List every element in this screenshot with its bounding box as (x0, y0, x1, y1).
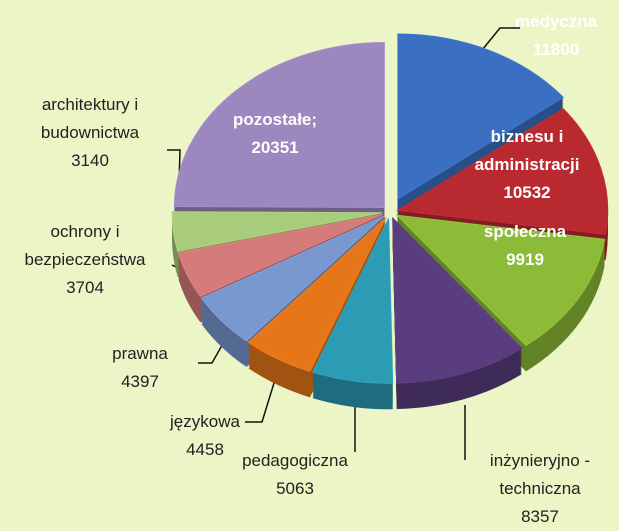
data-label: pedagogiczna 5063 (225, 447, 365, 503)
data-label: ochrony i bezpieczeństwa 3704 (0, 218, 170, 302)
category-label: medyczna (514, 12, 598, 31)
data-label: architektury i budownictwa 3140 (5, 91, 175, 175)
slice (395, 214, 606, 347)
data-label: prawna 4397 (90, 340, 190, 396)
leader-line (477, 27, 520, 56)
slice (247, 217, 387, 372)
category-label: inżynieryjno - techniczna (489, 451, 591, 498)
category-label: językowa (170, 412, 240, 431)
slice (311, 218, 394, 384)
slice (397, 33, 565, 200)
slice (177, 213, 383, 297)
data-label: inżynieryjno - techniczna 8357 (460, 447, 619, 531)
data-label: medyczna 11800 (491, 8, 619, 64)
category-label: architektury i budownictwa (40, 95, 140, 142)
slice (396, 108, 609, 235)
slice (392, 216, 523, 384)
category-label: pedagogiczna (242, 451, 348, 470)
value-label: 4458 (186, 440, 224, 459)
slice (200, 215, 385, 342)
value-label: 9919 (506, 250, 544, 269)
value-label: 3140 (71, 151, 109, 170)
pie (171, 33, 609, 410)
data-label: biznesu i administracji 10532 (452, 123, 602, 207)
leader-line (198, 339, 226, 364)
category-label: pozostałe; (232, 110, 318, 129)
slice (173, 41, 385, 208)
category-label: ochrony i bezpieczeństwa (24, 222, 146, 269)
category-label: prawna (112, 344, 168, 363)
value-label: 5063 (276, 479, 314, 498)
value-label: 10532 (503, 183, 551, 202)
leader-line (245, 369, 279, 423)
value-label: 3704 (66, 278, 104, 297)
category-label: społeczna (483, 222, 567, 241)
category-label: biznesu i administracji (474, 127, 580, 174)
data-label: językowa 4458 (155, 408, 255, 464)
value-label: 4397 (121, 372, 159, 391)
slice (171, 211, 383, 252)
value-label: 20351 (251, 138, 299, 157)
data-label: pozostałe; 20351 (205, 106, 345, 162)
value-label: 11800 (532, 40, 580, 59)
data-label: społeczna 9919 (460, 218, 590, 274)
value-label: 8357 (521, 507, 559, 526)
